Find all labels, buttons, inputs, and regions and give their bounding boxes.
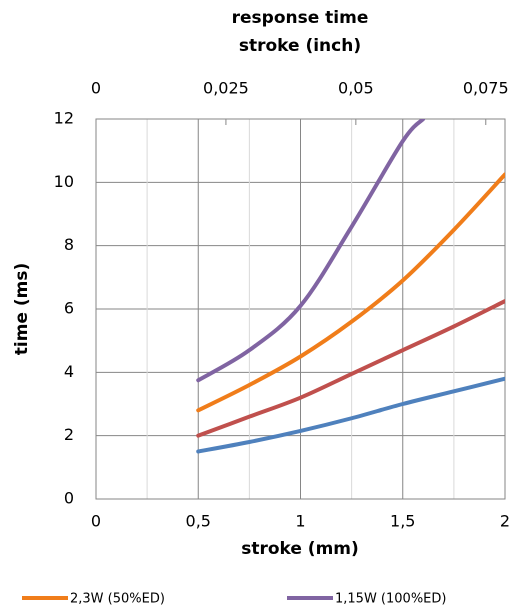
series-line	[196, 376, 505, 454]
x2-axis-label: stroke (inch)	[239, 36, 361, 56]
x-tick-label: 0	[91, 512, 101, 531]
x2-tick-label: 0,05	[338, 79, 374, 98]
series-line	[196, 172, 505, 413]
y-axis-label: time (ms)	[12, 263, 32, 356]
legend-label: 2,3W (50%ED)	[70, 592, 165, 607]
y-tick-label: 12	[54, 109, 74, 128]
x2-tick-label: 0,025	[203, 79, 249, 98]
y-tick-label: 4	[64, 362, 74, 381]
x-tick-label: 2	[500, 512, 510, 531]
series-line	[196, 299, 505, 438]
legend-label: 1,15W (100%ED)	[335, 592, 446, 607]
y-tick-label: 2	[64, 425, 74, 444]
y-tick-label: 8	[64, 235, 74, 254]
plot-border	[95, 118, 506, 500]
x-tick-label: 1	[295, 512, 305, 531]
y-tick-label: 0	[64, 489, 74, 508]
x2-tick-label: 0,075	[463, 79, 509, 98]
x2-tick-label: 0	[91, 79, 101, 98]
x-tick-label: 0,5	[186, 512, 211, 531]
chart-title: response time	[232, 8, 369, 28]
series-line	[196, 119, 426, 383]
y-tick-label: 6	[64, 299, 74, 318]
x-axis-label: stroke (mm)	[241, 539, 359, 559]
x-tick-label: 1,5	[390, 512, 415, 531]
y-tick-label: 10	[54, 172, 74, 191]
